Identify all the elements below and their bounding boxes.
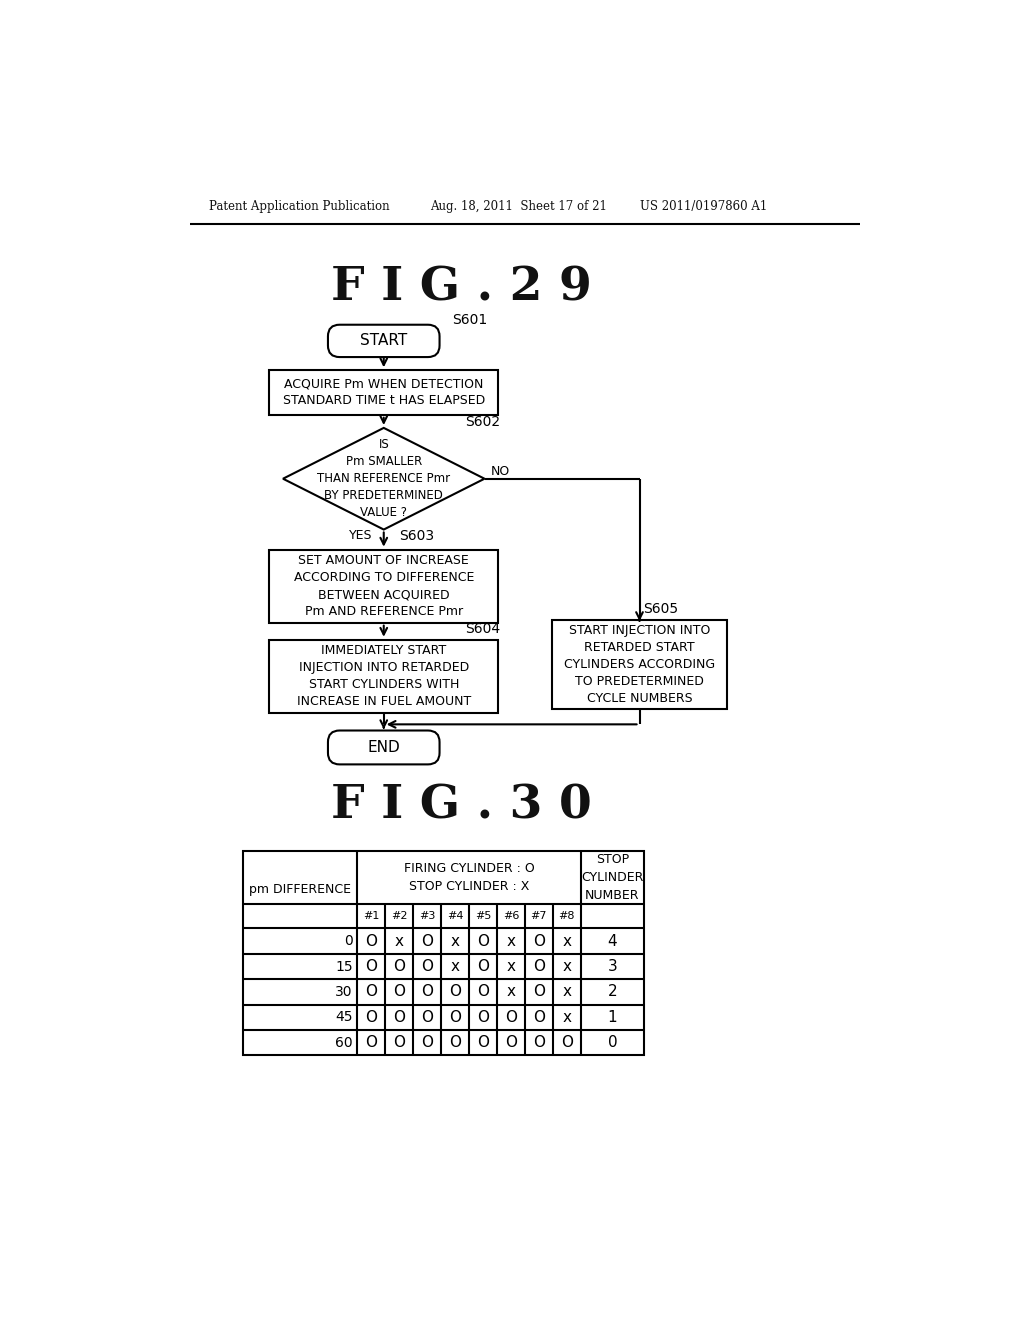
Text: 3: 3 [607,960,617,974]
Text: O: O [477,1010,488,1024]
Text: O: O [393,960,406,974]
Text: O: O [505,1035,517,1051]
Text: O: O [366,933,378,949]
Bar [269,370,498,414]
Text: 4: 4 [607,933,617,949]
Text: #2: #2 [391,911,408,921]
Text: O: O [366,960,378,974]
Text: S604: S604 [465,622,501,636]
Text: O: O [477,985,488,999]
Text: 0: 0 [344,935,352,948]
Text: END: END [368,741,400,755]
Text: S601: S601 [452,313,487,327]
Text: NO: NO [490,465,510,478]
Text: #4: #4 [446,911,463,921]
Text: O: O [393,1010,406,1024]
Text: x: x [451,960,460,974]
Text: O: O [421,960,433,974]
Text: O: O [421,1010,433,1024]
Text: O: O [532,985,545,999]
Text: START: START [360,334,408,348]
Text: O: O [532,1010,545,1024]
Text: Aug. 18, 2011  Sheet 17 of 21: Aug. 18, 2011 Sheet 17 of 21 [430,201,607,214]
Text: #8: #8 [558,911,574,921]
Text: x: x [562,933,571,949]
Text: SET AMOUNT OF INCREASE
ACCORDING TO DIFFERENCE
BETWEEN ACQUIRED
Pm AND REFERENCE: SET AMOUNT OF INCREASE ACCORDING TO DIFF… [294,554,474,618]
Text: #5: #5 [475,911,492,921]
Text: O: O [393,1035,406,1051]
Text: x: x [562,1010,571,1024]
Text: O: O [477,1035,488,1051]
Text: #7: #7 [530,911,547,921]
Text: #3: #3 [419,911,435,921]
FancyBboxPatch shape [328,325,439,358]
Text: O: O [532,933,545,949]
Text: 2: 2 [607,985,617,999]
Text: O: O [450,1010,461,1024]
Text: 30: 30 [335,985,352,999]
Text: x: x [451,933,460,949]
Text: YES: YES [348,529,372,543]
Text: O: O [393,985,406,999]
Text: x: x [394,933,403,949]
Text: F I G . 2 9: F I G . 2 9 [331,265,592,310]
Text: O: O [561,1035,572,1051]
Text: O: O [477,933,488,949]
Text: x: x [562,985,571,999]
Text: ACQUIRE Pm WHEN DETECTION
STANDARD TIME t HAS ELAPSED: ACQUIRE Pm WHEN DETECTION STANDARD TIME … [283,378,485,408]
Text: O: O [366,1035,378,1051]
Text: pm DIFFERENCE: pm DIFFERENCE [249,883,351,896]
Text: x: x [562,960,571,974]
Text: 1: 1 [607,1010,617,1024]
Text: Patent Application Publication: Patent Application Publication [209,201,390,214]
Text: IMMEDIATELY START
INJECTION INTO RETARDED
START CYLINDERS WITH
INCREASE IN FUEL : IMMEDIATELY START INJECTION INTO RETARDE… [297,644,471,709]
Text: O: O [450,1035,461,1051]
Text: F I G . 3 0: F I G . 3 0 [331,783,592,828]
Text: O: O [505,1010,517,1024]
Text: 0: 0 [607,1035,617,1051]
Text: O: O [532,960,545,974]
Text: x: x [506,985,515,999]
Bar [269,549,498,623]
Text: x: x [506,933,515,949]
Text: O: O [421,933,433,949]
Text: US 2011/0197860 A1: US 2011/0197860 A1 [640,201,767,214]
Text: #1: #1 [364,911,380,921]
Text: S605: S605 [643,602,679,616]
Text: O: O [450,985,461,999]
Text: START INJECTION INTO
RETARDED START
CYLINDERS ACCORDING
TO PREDETERMINED
CYCLE N: START INJECTION INTO RETARDED START CYLI… [564,624,715,705]
Polygon shape [283,428,484,529]
Text: O: O [366,1010,378,1024]
Text: S603: S603 [399,529,434,543]
Text: IS
Pm SMALLER
THAN REFERENCE Pmr
BY PREDETERMINED
VALUE ?: IS Pm SMALLER THAN REFERENCE Pmr BY PRED… [317,438,451,519]
Text: 60: 60 [335,1036,352,1049]
Text: O: O [532,1035,545,1051]
Bar [269,640,498,713]
Text: S602: S602 [465,414,501,429]
Bar [552,620,727,709]
Text: O: O [421,1035,433,1051]
Text: 45: 45 [335,1010,352,1024]
Text: #6: #6 [503,911,519,921]
Text: x: x [506,960,515,974]
Text: STOP
CYLINDER
NUMBER: STOP CYLINDER NUMBER [582,853,643,902]
Text: O: O [421,985,433,999]
FancyBboxPatch shape [328,730,439,764]
Text: O: O [366,985,378,999]
Text: FIRING CYLINDER : O
STOP CYLINDER : X: FIRING CYLINDER : O STOP CYLINDER : X [403,862,535,894]
Text: 15: 15 [335,960,352,974]
Text: O: O [477,960,488,974]
Bar [243,851,644,1056]
